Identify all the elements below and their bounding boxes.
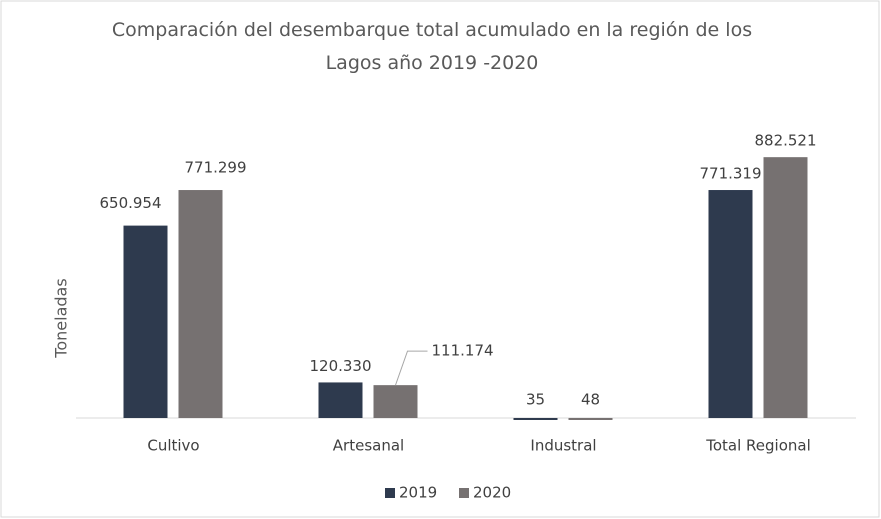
bar [708,190,753,418]
x-tick-label: Industral [530,437,596,455]
chart-title: Comparación del desembarque total acumul… [111,19,753,74]
legend-swatch [459,488,469,498]
data-label: 650.954 [99,194,161,212]
bar [513,417,558,420]
data-label: 35 [526,391,545,409]
x-tick-label: Total Regional [705,437,811,455]
leader-line [395,350,428,386]
bar [178,190,223,418]
data-label: 48 [581,391,600,409]
legend-label: 2019 [399,484,437,502]
data-label: 771.319 [699,165,761,183]
data-label: 120.330 [309,357,371,375]
x-tick-label: Cultivo [147,437,199,455]
legend-swatch [385,488,395,498]
bar [123,225,168,418]
bar [568,417,613,420]
bar [373,385,418,418]
y-axis-label: Toneladas [52,278,71,358]
x-tick-label: Artesanal [333,437,404,455]
data-label: 111.174 [432,342,494,360]
legend-label: 2020 [473,484,511,502]
bar [318,382,363,418]
bar [763,157,808,418]
data-label: 882.521 [754,132,816,150]
data-label: 771.299 [184,159,246,177]
